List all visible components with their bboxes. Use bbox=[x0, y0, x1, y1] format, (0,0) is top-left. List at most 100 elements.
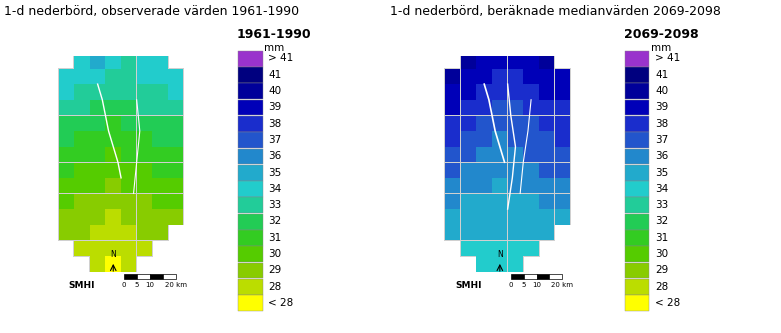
Bar bbox=[238, 263, 262, 278]
Bar bbox=[523, 38, 539, 53]
Bar bbox=[105, 37, 122, 54]
Bar bbox=[461, 131, 476, 147]
Bar bbox=[89, 224, 106, 241]
Bar bbox=[59, 194, 74, 209]
Bar bbox=[460, 177, 477, 194]
Bar bbox=[137, 225, 152, 240]
Text: 5: 5 bbox=[522, 282, 526, 288]
Bar bbox=[105, 116, 121, 131]
Bar bbox=[522, 162, 540, 178]
Bar bbox=[58, 68, 75, 85]
Bar bbox=[461, 116, 476, 131]
Bar bbox=[523, 131, 539, 147]
Bar bbox=[554, 177, 571, 194]
Bar bbox=[152, 209, 168, 225]
Bar bbox=[460, 224, 477, 241]
Bar bbox=[105, 240, 122, 257]
Bar bbox=[460, 130, 477, 147]
Bar bbox=[491, 115, 508, 132]
Bar bbox=[523, 69, 539, 84]
Bar bbox=[476, 241, 492, 256]
Bar bbox=[59, 147, 74, 162]
Bar bbox=[105, 194, 121, 209]
Bar bbox=[152, 224, 169, 241]
Bar bbox=[491, 146, 508, 163]
Bar bbox=[539, 209, 555, 225]
Text: 31: 31 bbox=[655, 233, 669, 243]
Text: > 41: > 41 bbox=[655, 53, 680, 63]
Bar bbox=[625, 165, 649, 180]
Bar bbox=[476, 208, 493, 225]
Bar bbox=[476, 240, 493, 257]
Bar bbox=[476, 209, 492, 225]
Bar bbox=[508, 116, 523, 131]
Bar bbox=[554, 162, 571, 178]
Bar bbox=[625, 197, 649, 213]
Text: < 28: < 28 bbox=[655, 298, 680, 308]
Bar bbox=[461, 209, 476, 225]
Bar bbox=[74, 53, 90, 69]
Bar bbox=[523, 225, 539, 240]
Bar bbox=[555, 69, 570, 84]
Bar bbox=[444, 84, 462, 101]
Text: 36: 36 bbox=[269, 151, 282, 161]
Bar bbox=[238, 51, 262, 67]
Bar bbox=[476, 224, 493, 241]
Bar bbox=[137, 163, 152, 178]
Bar bbox=[554, 115, 571, 132]
Bar bbox=[89, 115, 106, 132]
Text: 34: 34 bbox=[655, 184, 669, 194]
Bar bbox=[625, 132, 649, 148]
Bar bbox=[105, 69, 121, 84]
Bar bbox=[74, 225, 90, 240]
Bar bbox=[120, 37, 137, 54]
Bar bbox=[522, 37, 540, 54]
Bar bbox=[522, 52, 540, 69]
Bar bbox=[476, 37, 493, 54]
Bar bbox=[476, 53, 492, 69]
Bar bbox=[538, 146, 555, 163]
Bar bbox=[90, 194, 105, 209]
Bar bbox=[492, 38, 508, 53]
Bar bbox=[121, 209, 137, 225]
Bar bbox=[491, 208, 508, 225]
Bar bbox=[120, 255, 137, 272]
Bar bbox=[445, 178, 461, 193]
Bar bbox=[58, 162, 75, 178]
Bar bbox=[625, 230, 649, 246]
Bar bbox=[507, 68, 524, 85]
Bar bbox=[555, 100, 570, 115]
Bar bbox=[461, 225, 476, 240]
Bar bbox=[460, 240, 477, 257]
Bar bbox=[121, 131, 137, 147]
Bar bbox=[625, 51, 649, 67]
Bar bbox=[73, 146, 91, 163]
Bar bbox=[507, 146, 524, 163]
Bar bbox=[539, 100, 555, 115]
Text: 28: 28 bbox=[655, 282, 669, 292]
Bar bbox=[460, 99, 477, 116]
Bar bbox=[136, 68, 153, 85]
Bar bbox=[105, 208, 122, 225]
Bar bbox=[121, 85, 137, 100]
Bar bbox=[238, 181, 262, 197]
Bar bbox=[105, 84, 122, 101]
Bar bbox=[476, 131, 492, 147]
Bar bbox=[444, 146, 462, 163]
Bar bbox=[461, 69, 476, 84]
Bar bbox=[555, 85, 570, 100]
Bar bbox=[445, 116, 461, 131]
Text: 29: 29 bbox=[269, 265, 282, 275]
Bar bbox=[554, 68, 571, 85]
Bar bbox=[491, 240, 508, 257]
Bar bbox=[167, 208, 184, 225]
Bar bbox=[137, 116, 152, 131]
Bar bbox=[445, 209, 461, 225]
Bar bbox=[476, 130, 493, 147]
Bar bbox=[492, 147, 508, 162]
Text: mm: mm bbox=[264, 43, 284, 53]
Bar bbox=[58, 130, 75, 147]
Bar bbox=[120, 162, 137, 178]
Text: 20 km: 20 km bbox=[165, 282, 187, 288]
Bar bbox=[460, 208, 477, 225]
